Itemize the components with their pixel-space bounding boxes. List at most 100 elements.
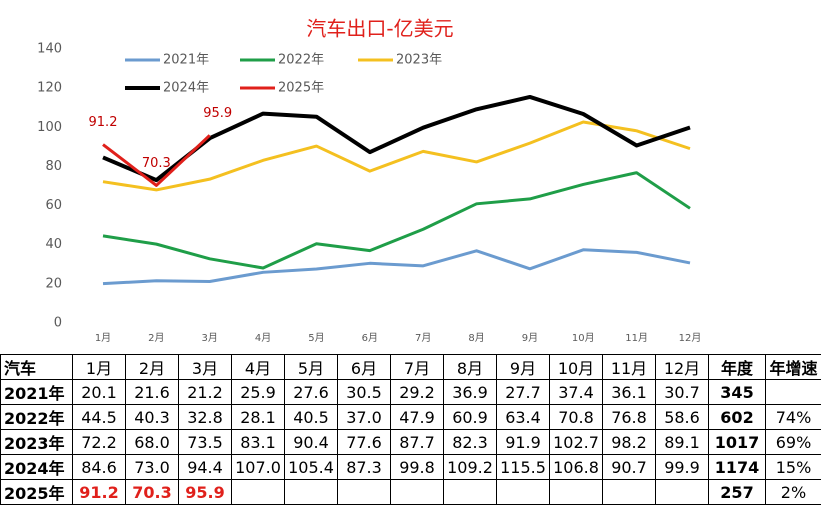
table-cell: 90.4 — [285, 430, 338, 455]
table-cell: 36.1 — [603, 380, 656, 405]
table-cell: 94.4 — [179, 455, 232, 480]
table-cell: 年度 — [709, 355, 766, 380]
table-cell: 5月 — [285, 355, 338, 380]
table-cell: 109.2 — [444, 455, 497, 480]
data-label: 95.9 — [203, 106, 232, 121]
legend-label: 2023年 — [396, 53, 442, 68]
table-cell: 107.0 — [232, 455, 285, 480]
table-cell: 7月 — [391, 355, 444, 380]
x-tick-label: 6月 — [362, 332, 378, 344]
legend-label: 2022年 — [278, 53, 324, 68]
table-cell: 69% — [766, 430, 821, 455]
table-cell: 63.4 — [497, 405, 550, 430]
table-cell: 99.9 — [656, 455, 709, 480]
x-tick-label: 7月 — [415, 332, 431, 344]
table-cell: 2022年 — [1, 405, 73, 430]
table-cell: 28.1 — [232, 405, 285, 430]
table-cell: 60.9 — [444, 405, 497, 430]
y-tick-label: 120 — [37, 81, 62, 96]
table-cell: 76.8 — [603, 405, 656, 430]
table-cell: 汽车 — [1, 355, 73, 380]
table-cell: 83.1 — [232, 430, 285, 455]
table-cell: 72.2 — [73, 430, 126, 455]
table-cell: 4月 — [232, 355, 285, 380]
table-cell: 2月 — [126, 355, 179, 380]
data-label: 70.3 — [142, 156, 171, 171]
y-tick-label: 140 — [37, 42, 62, 57]
table-cell: 73.0 — [126, 455, 179, 480]
x-tick-label: 8月 — [468, 332, 484, 344]
table-cell: 102.7 — [550, 430, 603, 455]
table-cell — [603, 480, 656, 505]
table-cell: 73.5 — [179, 430, 232, 455]
table-cell: 77.6 — [338, 430, 391, 455]
table-cell — [656, 480, 709, 505]
table-cell — [232, 480, 285, 505]
x-tick-label: 12月 — [679, 332, 702, 344]
table-cell: 1174 — [709, 455, 766, 480]
table-cell: 1017 — [709, 430, 766, 455]
table-cell — [338, 480, 391, 505]
table-cell: 25.9 — [232, 380, 285, 405]
table-cell: 87.7 — [391, 430, 444, 455]
y-tick-label: 60 — [45, 198, 62, 213]
table-cell: 82.3 — [444, 430, 497, 455]
table-cell: 8月 — [444, 355, 497, 380]
table-cell — [285, 480, 338, 505]
table-cell: 115.5 — [497, 455, 550, 480]
table-cell: 91.9 — [497, 430, 550, 455]
table-cell: 106.8 — [550, 455, 603, 480]
table-cell: 58.6 — [656, 405, 709, 430]
x-tick-label: 3月 — [202, 332, 218, 344]
table-cell: 40.5 — [285, 405, 338, 430]
x-tick-label: 10月 — [572, 332, 595, 344]
table-cell: 105.4 — [285, 455, 338, 480]
table-cell: 2023年 — [1, 430, 73, 455]
table-cell: 12月 — [656, 355, 709, 380]
table-cell: 68.0 — [126, 430, 179, 455]
table-cell: 99.8 — [391, 455, 444, 480]
table-cell: 27.6 — [285, 380, 338, 405]
table-cell: 2025年 — [1, 480, 73, 505]
table-cell: 90.7 — [603, 455, 656, 480]
table-cell: 345 — [709, 380, 766, 405]
table-cell: 1月 — [73, 355, 126, 380]
table-cell: 2024年 — [1, 455, 73, 480]
table-cell — [766, 380, 821, 405]
table-cell: 32.8 — [179, 405, 232, 430]
table-cell: 29.2 — [391, 380, 444, 405]
table-cell: 95.9 — [179, 480, 232, 505]
table-cell — [391, 480, 444, 505]
table-cell: 2021年 — [1, 380, 73, 405]
table-cell: 15% — [766, 455, 821, 480]
table-cell: 47.9 — [391, 405, 444, 430]
table-cell: 257 — [709, 480, 766, 505]
table-cell: 98.2 — [603, 430, 656, 455]
table-cell: 11月 — [603, 355, 656, 380]
table-cell: 70.3 — [126, 480, 179, 505]
chart-title: 汽车出口-亿美元 — [306, 17, 453, 41]
x-tick-label: 9月 — [522, 332, 538, 344]
table-cell — [497, 480, 550, 505]
x-tick-label: 11月 — [625, 332, 648, 344]
y-tick-label: 20 — [45, 276, 62, 291]
series-line — [103, 97, 690, 180]
x-tick-label: 4月 — [255, 332, 271, 344]
table-cell: 36.9 — [444, 380, 497, 405]
x-tick-label: 5月 — [308, 332, 324, 344]
legend-label: 2025年 — [278, 81, 324, 96]
table-cell: 89.1 — [656, 430, 709, 455]
table-cell: 6月 — [338, 355, 391, 380]
legend-label: 2024年 — [163, 81, 209, 96]
table-cell: 37.0 — [338, 405, 391, 430]
table-cell: 70.8 — [550, 405, 603, 430]
table-cell: 37.4 — [550, 380, 603, 405]
table-cell: 30.7 — [656, 380, 709, 405]
